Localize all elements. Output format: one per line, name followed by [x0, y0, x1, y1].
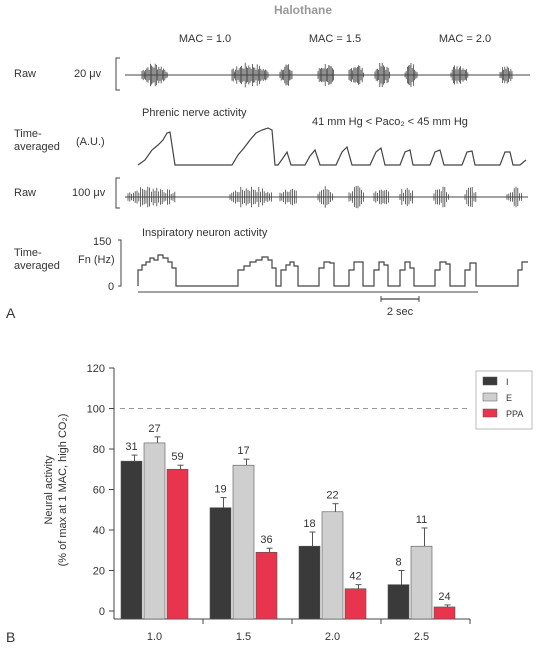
- paco2-text: 41 mm Hg < Paco₂ < 45 mm Hg: [312, 116, 468, 128]
- row-unit-raw-neuron: 100 μv: [72, 187, 106, 199]
- bar-e-1.0: [143, 442, 166, 620]
- ta-phrenic-trace: [137, 127, 527, 166]
- y-ticks: 0 20 40 60 80 100 120: [87, 363, 114, 618]
- panel-a: Halothane MAC = 1.0 MAC = 1.5 MAC = 2.0 …: [6, 3, 530, 321]
- bar-e-2.0: [321, 511, 344, 620]
- mac-label-2: MAC = 1.5: [309, 33, 361, 45]
- legend-swatch: [482, 392, 498, 402]
- y-tick-label: 0: [99, 606, 105, 618]
- bar-e-2.5: [410, 545, 433, 620]
- x-tick-label: 2.0: [325, 631, 340, 643]
- y-tick-label: 80: [93, 444, 105, 456]
- bar-count-label: 18: [303, 518, 315, 530]
- row-label-ta-phrenic-2: averaged: [14, 141, 60, 153]
- scale-bar-label: 2 sec: [387, 306, 414, 318]
- y-tick-label: 120: [87, 363, 105, 375]
- y-axis-label-line1: Neural activity: [43, 455, 55, 525]
- fn-tick-150: 150: [93, 236, 111, 248]
- panel-b: B Neural activity (% of max at 1 MAC, hi…: [6, 363, 533, 645]
- row-label-raw-neuron: Raw: [14, 187, 36, 199]
- ta-neuron-trace: [137, 254, 528, 287]
- row-label-ta-neuron-1: Time-: [14, 247, 42, 259]
- bar-ppa-1.5: [255, 551, 278, 620]
- bar-i-1.5: [209, 507, 232, 620]
- legend-swatch: [482, 376, 498, 386]
- legend-label: E: [506, 393, 512, 403]
- bar-i-2.5: [387, 584, 410, 620]
- panel-b-label: B: [6, 629, 15, 645]
- legend-label: PPA: [506, 409, 523, 419]
- bar-count-label: 31: [125, 441, 137, 453]
- y-tick-label: 60: [93, 485, 105, 497]
- bar-count-label: 27: [148, 423, 160, 435]
- bar-count-label: 24: [438, 591, 450, 603]
- fn-axis: [118, 239, 122, 287]
- scale-bracket-20uv: [115, 57, 120, 91]
- y-tick-label: 40: [93, 525, 105, 537]
- row-label-ta-neuron-2: averaged: [14, 260, 60, 272]
- bar-count-label: 19: [214, 484, 226, 496]
- bar-count-label: 42: [349, 571, 361, 583]
- bar-i-1.0: [120, 460, 143, 620]
- fn-tick-0: 0: [108, 281, 114, 293]
- bar-ppa-2.5: [433, 606, 456, 620]
- y-axis-label-line2: (% of max at 1 MAC, high CO₂): [57, 414, 69, 567]
- y-tick-label: 20: [93, 566, 105, 578]
- row-unit-raw-phrenic: 20 μv: [74, 68, 102, 80]
- bar-i-2.0: [298, 545, 321, 620]
- legend: IE PPA: [475, 370, 533, 430]
- panel-a-title: Halothane: [274, 3, 332, 17]
- inspiratory-title: Inspiratory neuron activity: [142, 227, 268, 239]
- x-ticks: 1.0 1.5 2.0 2.5: [147, 619, 471, 643]
- row-label-ta-phrenic-1: Time-: [14, 128, 42, 140]
- scale-bracket-100uv: [115, 177, 120, 209]
- bar-count-label: 17: [237, 445, 249, 457]
- bar-count-label: 8: [395, 557, 401, 569]
- row-label-raw-phrenic: Raw: [14, 68, 36, 80]
- bar-count-label: 22: [326, 490, 338, 502]
- bar-ppa-2.0: [344, 588, 367, 620]
- mac-label-1: MAC = 1.0: [179, 33, 231, 45]
- x-tick-label: 1.5: [236, 631, 251, 643]
- y-tick-label: 100: [87, 404, 105, 416]
- bar-count-label: 36: [260, 534, 272, 546]
- row-unit-ta-phrenic: (A.U.): [76, 136, 105, 148]
- raw-neuron-trace: [127, 185, 522, 209]
- bar-e-1.5: [232, 464, 255, 620]
- x-tick-label: 2.5: [414, 631, 429, 643]
- x-tick-label: 1.0: [147, 631, 162, 643]
- legend-swatch: [482, 408, 498, 418]
- legend-label: I: [506, 377, 509, 387]
- panel-a-label: A: [6, 305, 16, 321]
- bars: 31 27 59 19 17 36 18 22 42 8 11 24: [120, 423, 456, 620]
- bar-count-label: 59: [171, 451, 183, 463]
- bar-ppa-1.0: [166, 468, 189, 620]
- raw-phrenic-trace: [141, 62, 513, 88]
- phrenic-title: Phrenic nerve activity: [142, 107, 247, 119]
- bar-count-label: 11: [416, 514, 427, 526]
- mac-label-3: MAC = 2.0: [439, 33, 491, 45]
- row-unit-ta-neuron: Fn (Hz): [78, 254, 115, 266]
